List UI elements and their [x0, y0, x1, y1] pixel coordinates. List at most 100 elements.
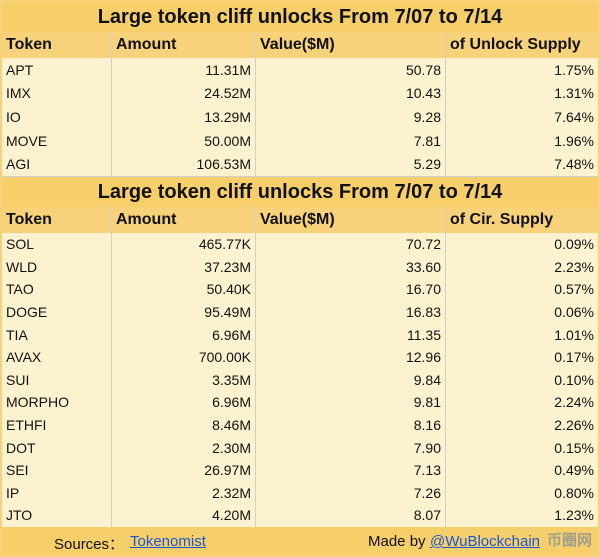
table2-row: MORPHO 6.96M 9.81 2.24%: [2, 391, 598, 415]
table2-cell: 2.32M: [112, 481, 256, 505]
table2-cell: 8.07: [256, 504, 446, 527]
sources-label: Sources：: [54, 536, 125, 553]
table1-cell: 106.53M: [112, 152, 256, 176]
table2-row: DOT 2.30M 7.90 0.15%: [2, 436, 598, 460]
table2-header-2: Value($M): [256, 207, 446, 233]
table2-cell: 700.00K: [112, 346, 256, 369]
table2-cell: 6.96M: [112, 391, 256, 414]
table2-cell: TIA: [2, 323, 112, 346]
table2-cell: 2.30M: [112, 436, 256, 459]
table2-cell: AVAX: [2, 346, 112, 369]
made-by-label: Made by: [368, 533, 426, 550]
table2-cell: 0.80%: [554, 484, 594, 501]
table1-title-text: Large token cliff unlocks From 7/07 to 7…: [97, 6, 503, 28]
table2-row: WLD 37.23M 33.60 2.23%: [2, 255, 598, 280]
table1-header-3: of Unlock Supply: [450, 36, 581, 53]
table2-cell: 0.06%: [554, 304, 594, 321]
table1-cell: 11.31M: [112, 58, 256, 82]
table2-cell: 16.83: [256, 300, 446, 324]
table2-cell: 8.46M: [112, 413, 256, 437]
table2-header-3: of Cir. Supply: [450, 211, 554, 228]
table1-row: AGI 106.53M 5.29 7.48%: [2, 152, 598, 177]
table2-row: SEI 26.97M 7.13 0.49%: [2, 459, 598, 483]
table1-header-1: Amount: [112, 32, 256, 58]
made-by-link[interactable]: @WuBlockchain: [430, 533, 540, 550]
table1-cell: APT: [2, 58, 112, 82]
table2-cell: 9.81: [256, 391, 446, 414]
table2-cell: 33.60: [256, 255, 446, 279]
table2-header-0: Token: [2, 207, 112, 233]
table1-cell: MOVE: [2, 128, 112, 153]
table2-cell: 465.77K: [112, 233, 256, 256]
table1-header-row: Token Amount Value($M) of Unlock Supply: [2, 32, 598, 59]
table2-cell: SEI: [2, 459, 112, 482]
table2-cell: 8.16: [256, 413, 446, 437]
table2-cell: IP: [2, 481, 112, 505]
table1-cell: 50.78: [256, 58, 446, 82]
table2-cell: SOL: [2, 233, 112, 256]
table2-cell: WLD: [2, 255, 112, 279]
table2-cell: 37.23M: [112, 255, 256, 279]
table1-cell: 50.00M: [112, 128, 256, 153]
table2-cell: 12.96: [256, 346, 446, 369]
table2-cell: 1.23%: [554, 507, 594, 524]
table1-row: APT 11.31M 50.78 1.75%: [2, 58, 598, 83]
table2-cell: 0.09%: [554, 236, 594, 253]
table1-header-0: Token: [2, 32, 112, 58]
table1-cell: 10.43: [256, 81, 446, 106]
table2-cell: 3.35M: [112, 368, 256, 392]
table2-cell: 1.01%: [554, 326, 594, 343]
table2-cell: 11.35: [256, 323, 446, 346]
table2-title: Large token cliff unlocks From 7/07 to 7…: [2, 177, 598, 208]
table2-row: TIA 6.96M 11.35 1.01%: [2, 323, 598, 347]
table2-row: TAO 50.40K 16.70 0.57%: [2, 278, 598, 302]
table1-row: IO 13.29M 9.28 7.64%: [2, 105, 598, 130]
table1-cell: 7.64%: [554, 108, 594, 125]
table2-cell: 0.10%: [554, 371, 594, 388]
table2-cell: 0.15%: [554, 439, 594, 456]
table1-cell: 13.29M: [112, 105, 256, 129]
table2-cell: 6.96M: [112, 323, 256, 346]
table1-cell: 1.31%: [554, 85, 594, 102]
sources-link[interactable]: Tokenomist: [130, 533, 206, 550]
table1-cell: 1.96%: [554, 132, 594, 149]
table2-cell: SUI: [2, 368, 112, 392]
table2-row: AVAX 700.00K 12.96 0.17%: [2, 346, 598, 370]
table2-cell: 2.24%: [554, 394, 594, 411]
table2-cell: 4.20M: [112, 504, 256, 527]
table2-cell: DOT: [2, 436, 112, 459]
table2-cell: 7.26: [256, 481, 446, 505]
table1-cell: IMX: [2, 81, 112, 106]
table2-row: IP 2.32M 7.26 0.80%: [2, 481, 598, 506]
table2-cell: 0.17%: [554, 349, 594, 366]
table1-cell: 9.28: [256, 105, 446, 129]
table2-cell: TAO: [2, 278, 112, 301]
table2-cell: 7.13: [256, 459, 446, 482]
table1-cell: 7.48%: [554, 156, 594, 173]
table2-cell: 95.49M: [112, 300, 256, 324]
footer: Sources： Tokenomist Made by @WuBlockchain 币圈…: [2, 527, 598, 555]
table1-cell: 5.29: [256, 152, 446, 176]
table1-title: Large token cliff unlocks From 7/07 to 7…: [2, 2, 598, 33]
table1-row: MOVE 50.00M 7.81 1.96%: [2, 128, 598, 154]
table2-cell: DOGE: [2, 300, 112, 324]
table2-cell: 2.23%: [554, 258, 594, 275]
table2-title-text: Large token cliff unlocks From 7/07 to 7…: [97, 181, 503, 203]
table2-cell: 9.84: [256, 368, 446, 392]
table2-cell: JTO: [2, 504, 112, 527]
table1-cell: 24.52M: [112, 81, 256, 106]
table2-cell: MORPHO: [2, 391, 112, 414]
table2-cell: 26.97M: [112, 459, 256, 482]
table2-cell: 0.57%: [554, 281, 594, 298]
table2-cell: 50.40K: [112, 278, 256, 301]
table1-row: IMX 24.52M 10.43 1.31%: [2, 81, 598, 107]
table1-cell: 1.75%: [554, 61, 594, 78]
table1-cell: IO: [2, 105, 112, 129]
table2-cell: 2.26%: [554, 417, 594, 434]
table2-cell: 0.49%: [554, 462, 594, 479]
table1-cell: AGI: [2, 152, 112, 176]
table1-header-2: Value($M): [256, 32, 446, 58]
table2-row: JTO 4.20M 8.07 1.23%: [2, 504, 598, 528]
table2-row: DOGE 95.49M 16.83 0.06%: [2, 300, 598, 325]
